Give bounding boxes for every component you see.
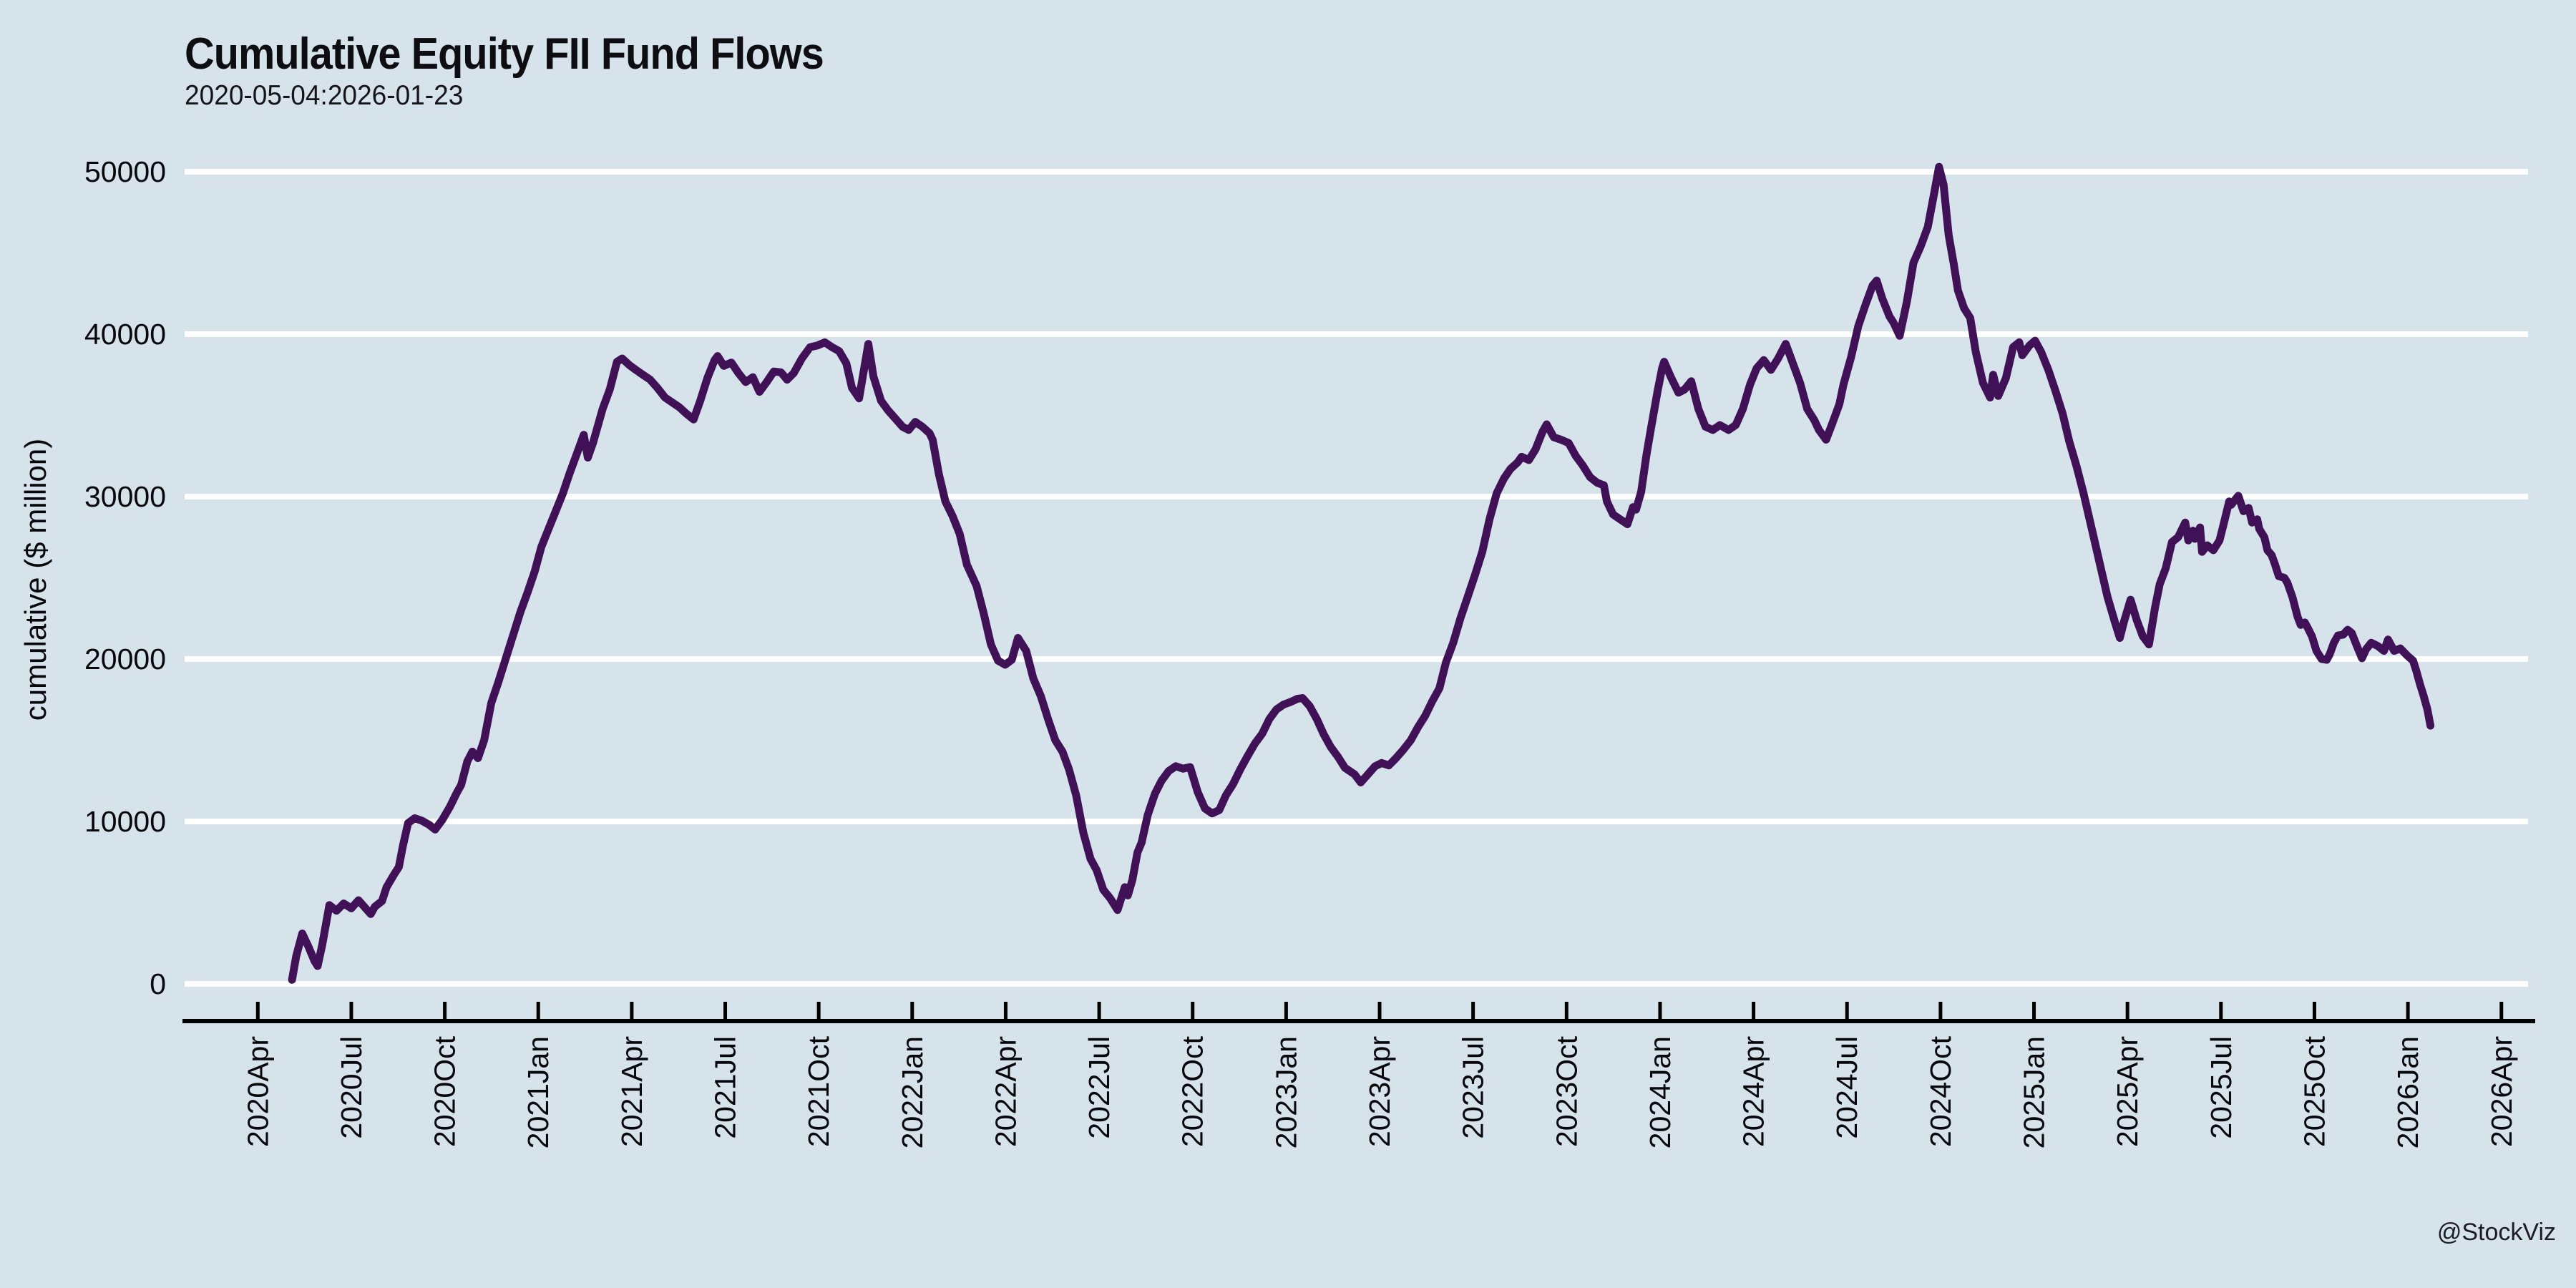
x-tick-label: 2021Oct <box>802 1035 835 1147</box>
y-gridlines <box>185 169 2528 987</box>
x-tick-label: 2025Apr <box>2111 1036 2144 1147</box>
x-tick-label: 2024Jul <box>1830 1036 1863 1139</box>
x-tick-label: 2023Jan <box>1269 1036 1302 1148</box>
x-tick-label: 2026Jan <box>2391 1036 2424 1148</box>
page-title: Cumulative Equity FII Fund Flows <box>185 29 824 79</box>
y-tick-label: 20000 <box>84 643 166 675</box>
x-tick-label: 2024Jan <box>1644 1036 1677 1148</box>
y-axis-labels: 0 10000 20000 30000 40000 50000 <box>84 155 166 1000</box>
x-tick-label: 2023Oct <box>1550 1035 1583 1147</box>
x-tick-label: 2022Jan <box>896 1036 929 1148</box>
x-tick-label: 2021Jan <box>522 1036 555 1148</box>
y-tick-label: 50000 <box>84 155 166 188</box>
x-tick-label: 2021Jul <box>709 1036 742 1139</box>
x-tick-label: 2020Apr <box>241 1036 274 1147</box>
y-tick-label: 30000 <box>84 480 166 513</box>
cumulative-flow-line <box>288 162 2435 984</box>
y-axis-title: cumulative ($ million) <box>19 439 52 721</box>
x-tick-label: 2024Oct <box>1924 1035 1957 1147</box>
x-tick-label: 2023Jul <box>1457 1036 1490 1139</box>
y-tick-label: 40000 <box>84 318 166 351</box>
x-tick-label: 2025Oct <box>2298 1035 2331 1147</box>
chart-subtitle-date-range: 2020-05-04:2026-01-23 <box>185 80 464 111</box>
series-line <box>288 162 2435 984</box>
stockviz-watermark: @StockViz <box>2436 1219 2556 1246</box>
x-tick-label: 2024Apr <box>1737 1036 1770 1147</box>
y-tick-label: 0 <box>150 967 166 1000</box>
y-tick-label: 10000 <box>84 805 166 838</box>
x-tick-label: 2025Jul <box>2205 1036 2238 1139</box>
x-tick-label: 2020Jul <box>335 1036 368 1139</box>
x-tick-label: 2026Apr <box>2485 1036 2518 1147</box>
x-tick-label: 2022Apr <box>989 1036 1022 1147</box>
x-tick-label: 2023Apr <box>1363 1036 1396 1147</box>
x-axis-labels: 2020Apr 2020Jul 2020Oct 2021Jan 2021Apr 2021J… <box>241 1035 2517 1148</box>
x-tick-label: 2021Apr <box>615 1036 648 1147</box>
x-tick-label: 2022Oct <box>1176 1035 1209 1147</box>
x-tick-label: 2022Jul <box>1083 1036 1116 1139</box>
x-tick-label: 2020Oct <box>429 1035 462 1147</box>
y-axis-title-text: cumulative ($ million) <box>19 439 52 721</box>
x-tick-label: 2025Jan <box>2018 1036 2051 1148</box>
x-axis-ticks <box>255 1002 2504 1021</box>
